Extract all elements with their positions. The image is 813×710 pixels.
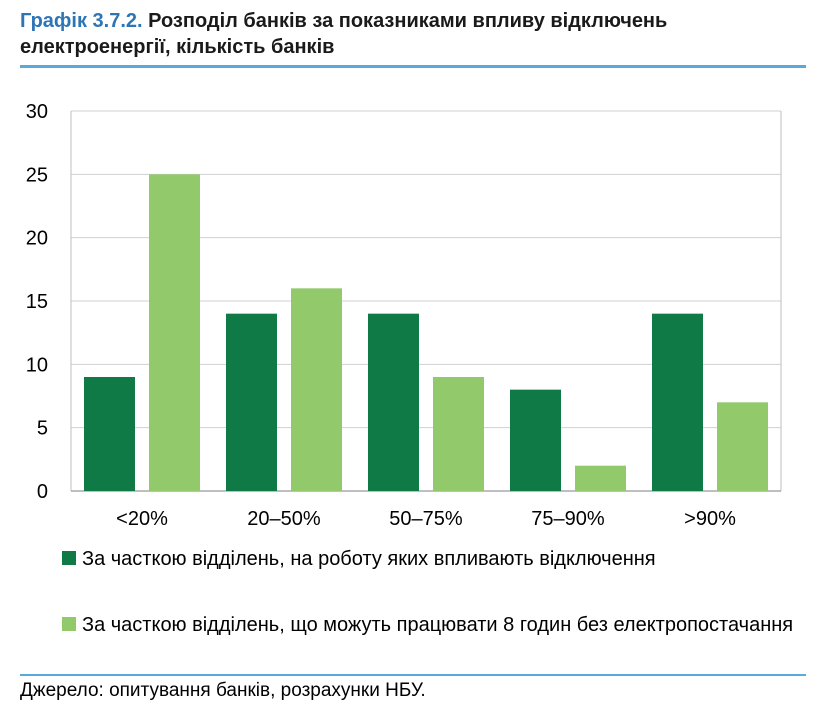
bar-affected — [652, 313, 703, 491]
legend-swatch-1 — [62, 551, 76, 565]
y-tick-label: 30 — [26, 101, 48, 123]
x-tick-label: 75–90% — [531, 508, 605, 530]
x-tick-label: <20% — [116, 508, 168, 530]
y-tick-label: 0 — [37, 481, 48, 503]
y-tick-label: 20 — [26, 228, 48, 250]
y-tick-label: 5 — [37, 418, 48, 440]
legend-label-2: За часткою відділень, що можуть працюват… — [82, 614, 794, 636]
bar-autonomous — [291, 288, 342, 491]
bar-autonomous — [717, 402, 768, 491]
x-tick-label: 50–75% — [389, 508, 463, 530]
bar-affected — [84, 377, 135, 491]
bar-autonomous — [433, 377, 484, 491]
source-note: Джерело: опитування банків, розрахунки Н… — [20, 680, 426, 701]
bar-chart: 0 5 10 15 20 25 30 <20% 20–50% 50–75% 75–90% >90% — [26, 101, 782, 530]
y-tick-label: 10 — [26, 354, 48, 376]
x-tick-label: >90% — [684, 508, 736, 530]
legend-label-1: За часткою відділень, на роботу яких впл… — [82, 548, 656, 570]
y-tick-label: 25 — [26, 164, 48, 186]
legend-swatch-2 — [62, 617, 76, 631]
bar-autonomous — [575, 465, 626, 491]
bar-affected — [368, 313, 419, 491]
bar-affected — [226, 313, 277, 491]
chart-title: Графік 3.7.2. Розподіл банків за показни… — [20, 8, 810, 60]
title-rule — [20, 65, 806, 68]
bar-affected — [510, 389, 561, 491]
y-tick-label: 15 — [26, 291, 48, 313]
bar-autonomous — [149, 174, 200, 491]
source-rule — [20, 674, 806, 676]
x-tick-label: 20–50% — [247, 508, 321, 530]
chart-number: Графік 3.7.2. — [20, 10, 143, 32]
chart-title-text: Розподіл банків за показниками впливу ві… — [20, 10, 668, 58]
